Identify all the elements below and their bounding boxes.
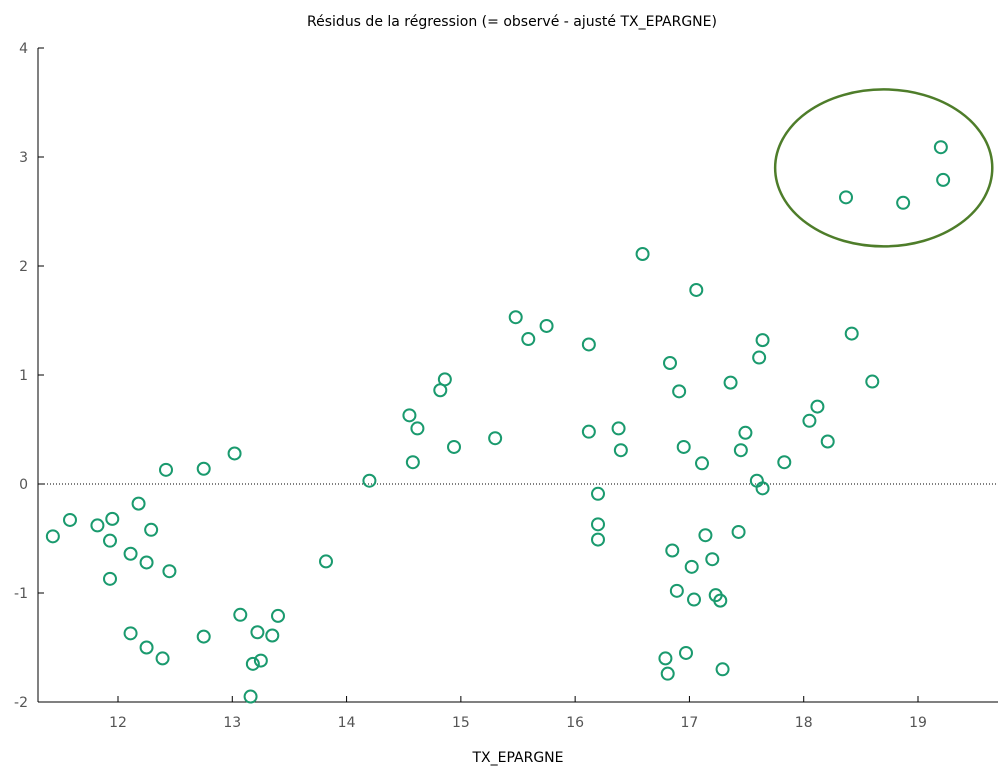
y-tick-label: -2 <box>14 695 28 711</box>
data-point <box>402 408 417 423</box>
y-tick-label: 4 <box>19 41 28 57</box>
y-tick-label: -1 <box>14 586 28 602</box>
data-point <box>319 554 333 569</box>
x-tick-label: 17 <box>681 715 699 731</box>
data-point <box>144 522 159 537</box>
data-point <box>705 552 720 567</box>
data-point <box>245 656 260 671</box>
data-point <box>669 583 684 598</box>
data-point <box>63 512 77 527</box>
data-point <box>733 443 748 458</box>
x-tick-label: 18 <box>795 715 813 731</box>
x-tick-label: 15 <box>452 715 470 731</box>
data-point <box>896 195 911 210</box>
data-point <box>695 456 709 471</box>
data-point <box>405 455 420 470</box>
data-point <box>123 546 138 561</box>
data-point <box>196 461 211 476</box>
data-point <box>684 559 699 574</box>
data-point <box>755 481 770 496</box>
x-tick-label: 14 <box>338 715 356 731</box>
data-point <box>155 651 170 666</box>
data-point <box>123 626 138 641</box>
data-point <box>665 543 680 558</box>
data-point <box>698 528 713 543</box>
data-point <box>139 555 154 570</box>
data-point <box>676 439 691 454</box>
highlight-ellipse <box>773 88 994 248</box>
data-point <box>131 496 146 511</box>
data-point <box>810 399 825 414</box>
data-point <box>90 518 105 533</box>
data-point <box>591 486 605 501</box>
data-point <box>679 645 693 660</box>
data-point <box>660 666 675 681</box>
x-tick-label: 13 <box>223 715 241 731</box>
data-point <box>581 424 596 439</box>
data-point <box>253 653 268 668</box>
y-tick-label: 3 <box>19 150 28 166</box>
data-point <box>508 310 523 325</box>
data-point <box>362 473 377 488</box>
data-point <box>731 524 746 539</box>
data-point <box>802 413 817 428</box>
data-point <box>105 511 120 526</box>
data-point <box>723 375 738 390</box>
data-point <box>103 571 117 586</box>
data-point <box>738 425 753 440</box>
x-tick-label: 12 <box>109 715 127 731</box>
data-point <box>250 625 265 640</box>
data-point <box>159 462 173 477</box>
x-tick-label: 16 <box>566 715 584 731</box>
data-point <box>713 593 728 608</box>
data-point <box>139 640 154 655</box>
data-point <box>271 608 285 623</box>
data-point <box>687 592 701 607</box>
data-point <box>233 607 248 622</box>
data-point <box>265 628 280 643</box>
data-point <box>591 517 605 532</box>
data-point <box>936 172 951 187</box>
data-point <box>933 140 948 155</box>
data-point <box>613 443 628 458</box>
data-point <box>243 689 258 704</box>
data-point <box>752 350 767 365</box>
data-point <box>103 533 117 548</box>
data-point <box>581 337 596 352</box>
data-point <box>658 651 673 666</box>
data-point <box>715 662 730 677</box>
data-point <box>410 421 425 436</box>
y-tick-label: 0 <box>19 477 28 493</box>
chart-title: Résidus de la régression (= observé - aj… <box>307 14 717 30</box>
data-point <box>162 564 177 579</box>
x-axis-label: TX_EPARGNE <box>471 750 563 766</box>
x-tick-label: 19 <box>909 715 927 731</box>
data-point <box>663 356 677 371</box>
data-point <box>196 629 211 644</box>
data-point <box>447 439 461 454</box>
data-point <box>839 190 853 205</box>
y-tick-label: 1 <box>19 368 28 384</box>
data-point <box>437 372 452 387</box>
data-point <box>755 333 770 348</box>
data-point <box>45 529 60 544</box>
data-point <box>611 421 626 436</box>
data-point <box>591 532 605 547</box>
data-point <box>844 326 859 341</box>
data-point <box>227 446 242 461</box>
data-point <box>777 455 792 470</box>
data-point <box>488 431 503 446</box>
data-point <box>521 332 536 347</box>
data-point <box>539 318 554 333</box>
data-point <box>865 374 880 389</box>
data-point <box>635 247 650 262</box>
data-point <box>689 282 704 297</box>
data-point <box>820 434 835 449</box>
y-tick-label: 2 <box>19 259 28 275</box>
data-point <box>672 384 687 399</box>
